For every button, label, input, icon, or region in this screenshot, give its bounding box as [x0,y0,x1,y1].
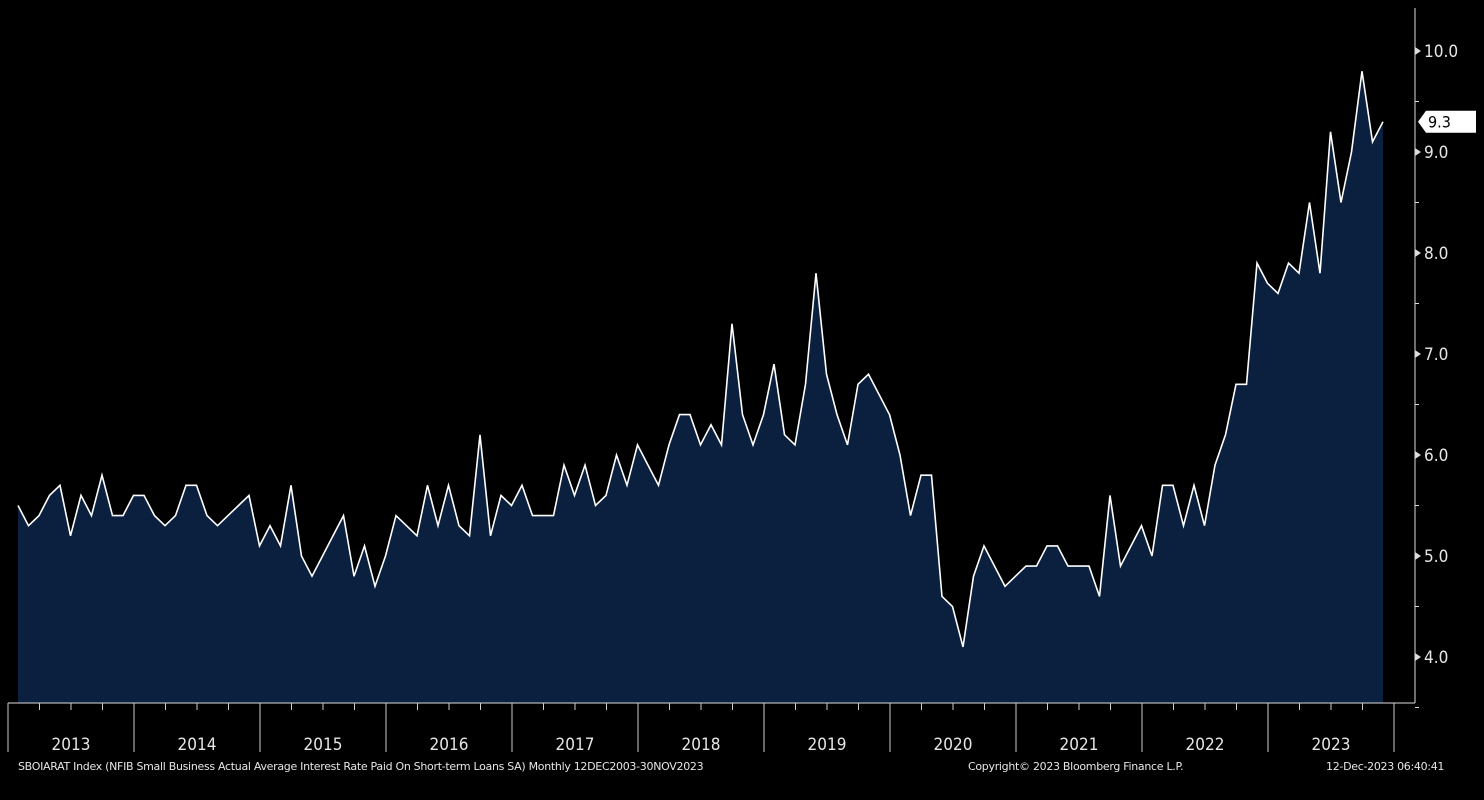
y-tick-label: 8.0 [1424,244,1448,264]
y-tick [1415,148,1421,156]
y-tick [1415,552,1421,560]
axes: 4.0 5.0 6.0 7.0 8.0 9.0 10.0 9.3 2013 2014 2015 201… [7,8,1476,755]
x-tick-label: 2013 [52,735,91,755]
y-tick-label: 6.0 [1424,446,1448,466]
x-tick-label: 2015 [304,735,343,755]
plot-area [17,71,1384,703]
series-line [17,71,1384,648]
timestamp: 12-Dec-2023 06:40:41 [1326,760,1445,773]
x-tick-label: 2018 [682,735,721,755]
last-value-badge [1418,110,1476,133]
y-tick-label: 7.0 [1424,345,1448,365]
x-tick-label: 2017 [556,735,595,755]
area-chart: 4.0 5.0 6.0 7.0 8.0 9.0 10.0 9.3 2013 2014 2015 201… [7,8,1476,755]
x-tick-label: 2022 [1186,735,1225,755]
x-tick-label: 2023 [1312,735,1351,755]
last-value-label: 9.3 [1428,113,1451,132]
y-tick [1415,350,1421,358]
x-tick-label: 2016 [430,735,469,755]
y-tick-label: 4.0 [1424,648,1448,668]
copyright-notice: Copyright© 2023 Bloomberg Finance L.P. [968,760,1184,773]
x-tick-label: 2014 [178,735,217,755]
y-tick-label: 5.0 [1424,547,1448,567]
y-tick-label: 10.0 [1424,42,1458,62]
y-tick-label: 9.0 [1424,143,1448,163]
y-tick [1415,451,1421,459]
area-fill [18,71,1383,703]
y-tick [1415,47,1421,55]
y-tick [1415,249,1421,257]
chart-description: SBOIARAT Index (NFIB Small Business Actu… [18,760,704,773]
x-tick-label: 2020 [934,735,973,755]
y-tick [1415,653,1421,661]
x-tick-label: 2019 [808,735,847,755]
x-tick-label: 2021 [1060,735,1099,755]
